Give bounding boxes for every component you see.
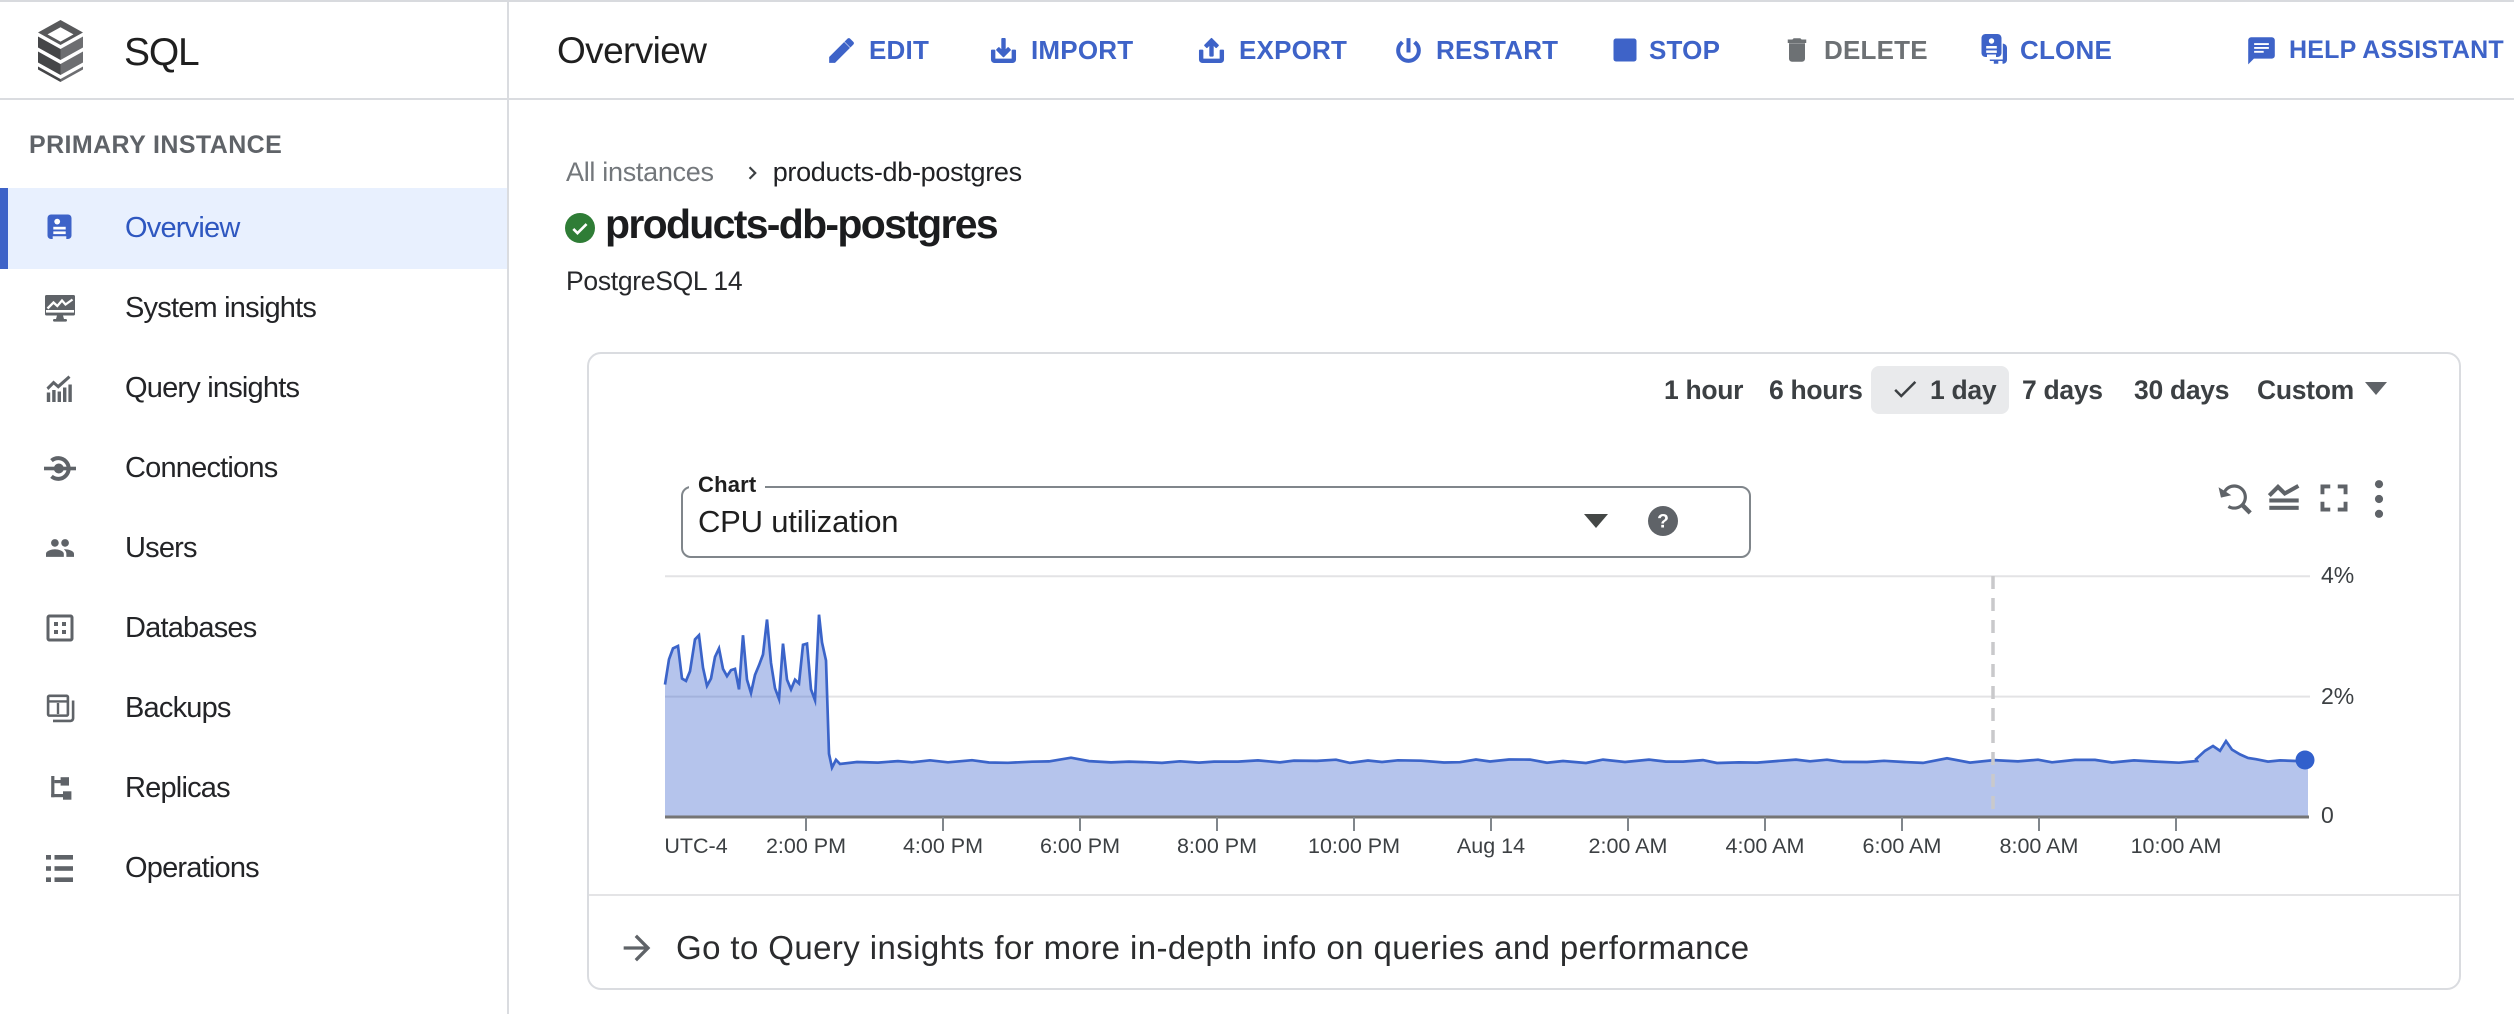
svg-text:UTC-4: UTC-4	[664, 834, 727, 858]
svg-text:2:00 AM: 2:00 AM	[1589, 834, 1668, 858]
svg-text:4:00 AM: 4:00 AM	[1726, 834, 1805, 858]
svg-text:2:00 PM: 2:00 PM	[766, 834, 846, 858]
svg-text:0: 0	[2321, 802, 2334, 828]
svg-text:8:00 PM: 8:00 PM	[1177, 834, 1257, 858]
svg-text:?: ?	[1657, 511, 1669, 533]
svg-text:10:00 PM: 10:00 PM	[1308, 834, 1400, 858]
svg-text:10:00 AM: 10:00 AM	[2131, 834, 2222, 858]
svg-text:6:00 AM: 6:00 AM	[1863, 834, 1942, 858]
svg-text:4%: 4%	[2321, 562, 2354, 588]
svg-text:Aug 14: Aug 14	[1457, 834, 1525, 858]
svg-text:4:00 PM: 4:00 PM	[903, 834, 983, 858]
svg-text:2%: 2%	[2321, 683, 2354, 709]
svg-text:8:00 AM: 8:00 AM	[2000, 834, 2079, 858]
svg-text:6:00 PM: 6:00 PM	[1040, 834, 1120, 858]
